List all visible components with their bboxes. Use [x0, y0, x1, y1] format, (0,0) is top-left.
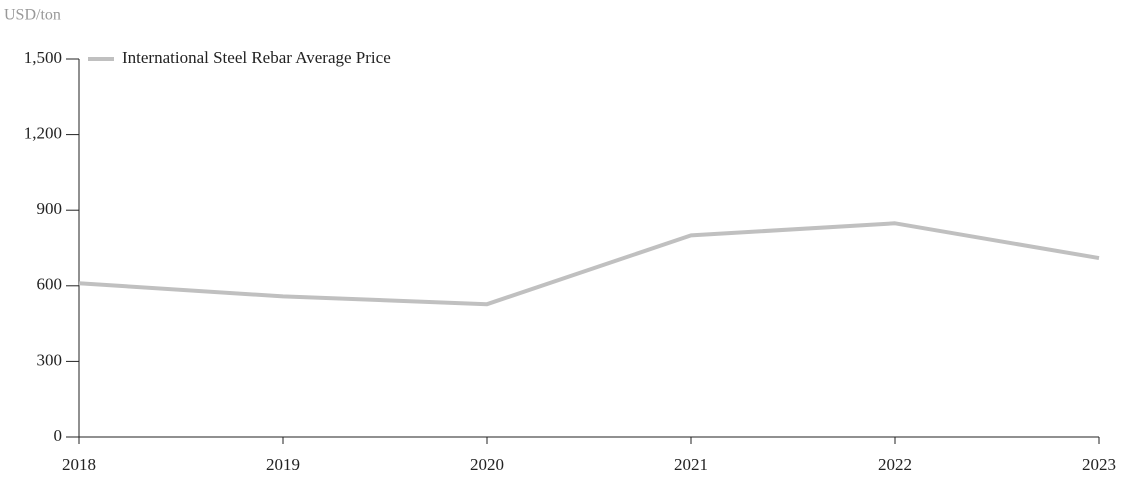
y-axis-label: USD/ton [4, 7, 61, 24]
x-tick-label: 2021 [674, 455, 708, 474]
x-tick-label: 2018 [62, 455, 96, 474]
y-tick-label: 1,200 [24, 124, 62, 143]
legend-label: International Steel Rebar Average Price [122, 48, 391, 67]
y-tick-label: 600 [37, 275, 63, 294]
x-tick-label: 2022 [878, 455, 912, 474]
x-tick-label: 2020 [470, 455, 504, 474]
y-tick-label: 1,500 [24, 48, 62, 67]
data-line [78, 221, 1100, 307]
y-tick-label: 0 [54, 426, 63, 445]
x-tick-label: 2019 [266, 455, 300, 474]
x-tick-label: 2023 [1082, 455, 1116, 474]
y-tick-label: 900 [37, 199, 63, 218]
y-tick-label: 300 [37, 350, 63, 369]
